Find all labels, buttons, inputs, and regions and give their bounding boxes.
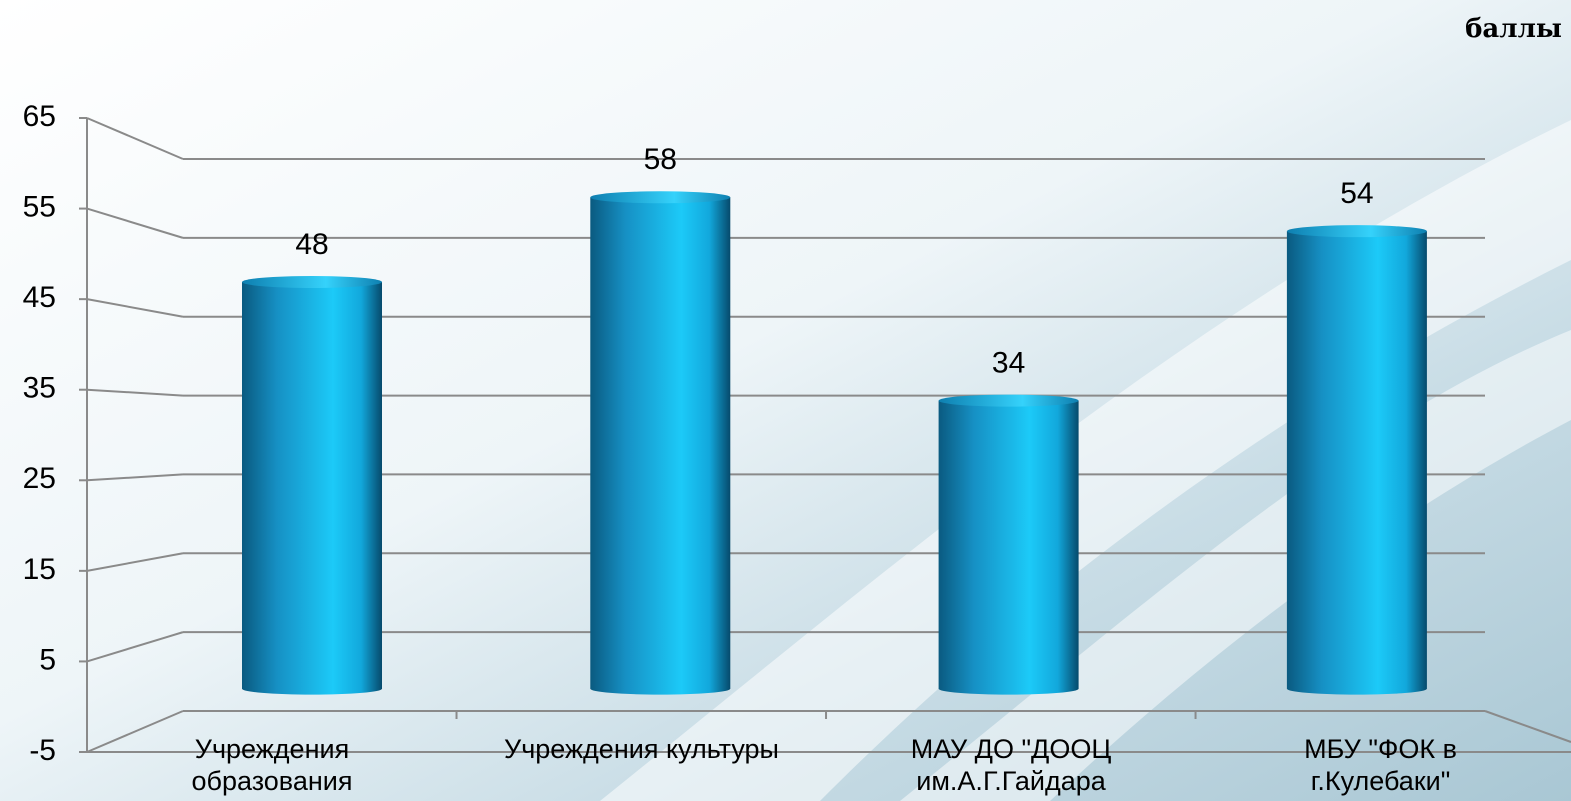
grid-line <box>86 388 184 397</box>
x-tick-label: МБУ "ФОК в г.Кулебаки" <box>1304 734 1458 796</box>
grid-line <box>86 710 184 753</box>
bar-body <box>242 282 382 695</box>
value-label: 54 <box>1340 177 1373 210</box>
bar-top <box>590 191 731 204</box>
y-tick-label: 45 <box>23 281 56 314</box>
bars: 48 58 34 54 <box>242 143 1427 695</box>
bar <box>938 394 1079 695</box>
grid-line <box>86 631 184 663</box>
y-tick-label: 25 <box>23 462 56 495</box>
y-tick-label: -5 <box>29 734 56 767</box>
bar <box>590 191 731 695</box>
floor-edge <box>1484 710 1571 743</box>
value-label: 34 <box>992 347 1025 380</box>
grid-line <box>86 117 184 160</box>
x-tick-label: Учреждения образования <box>191 734 353 796</box>
bar-body <box>938 400 1079 695</box>
y-tick-label: 65 <box>23 100 56 133</box>
grid-line <box>86 473 184 482</box>
grid: -5 5 15 25 35 45 55 65 <box>23 100 1571 767</box>
y-tick-label: 5 <box>39 643 56 676</box>
value-label: 48 <box>295 228 328 261</box>
y-tick-label: 15 <box>23 553 56 586</box>
x-tick-label: МАУ ДО "ДООЦ им.А.Г.Гайдара <box>910 734 1112 796</box>
value-label: 58 <box>644 143 677 176</box>
x-tick-label: Учреждения культуры <box>504 734 779 764</box>
bar <box>1286 225 1427 695</box>
grid-line <box>86 298 184 318</box>
bar-body <box>590 197 731 695</box>
grid-line <box>86 207 184 239</box>
bar-top <box>938 394 1079 407</box>
y-tick-label: 55 <box>23 190 56 223</box>
y-axis-label: баллы <box>1465 14 1562 44</box>
bar-body <box>1286 231 1427 695</box>
y-tick-label: 35 <box>23 372 56 405</box>
grid-line <box>86 552 184 572</box>
bar <box>242 276 382 695</box>
bar-top <box>242 276 382 289</box>
bar-top <box>1286 225 1427 238</box>
